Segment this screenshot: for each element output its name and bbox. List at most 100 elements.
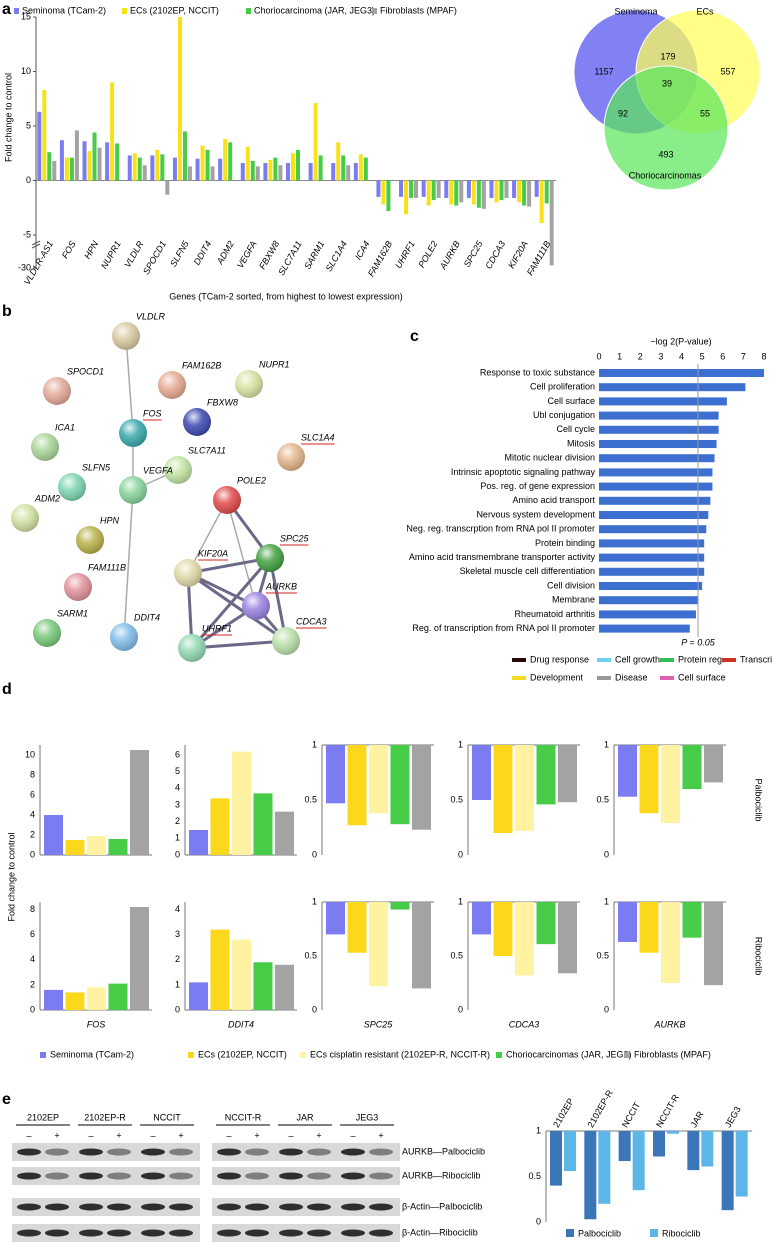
venn-count: 1157 xyxy=(594,66,613,76)
node-label: CDCA3 xyxy=(296,616,327,626)
x-tick-label: DDIT4 xyxy=(228,1019,254,1029)
bar xyxy=(110,82,115,181)
lane-group: JAR xyxy=(296,1112,314,1122)
legend-swatch xyxy=(566,1229,574,1237)
legend-swatch xyxy=(372,8,377,14)
node-shine xyxy=(158,371,186,399)
blot-strip xyxy=(212,1198,400,1216)
y-tick-label: Reg. of transcription from RNA pol II pr… xyxy=(412,623,595,633)
blot-band xyxy=(369,1203,393,1211)
bar xyxy=(412,745,431,830)
bar xyxy=(536,745,556,805)
y-axis-title: Fold change to control xyxy=(3,73,13,162)
bar xyxy=(618,1131,631,1162)
bar xyxy=(390,745,410,825)
bar xyxy=(558,902,577,974)
bar xyxy=(599,567,705,576)
legend-swatch xyxy=(496,1052,502,1058)
y-tick-label: 6 xyxy=(30,929,35,939)
blot-band xyxy=(79,1148,103,1156)
blot-strip xyxy=(12,1167,200,1185)
bar xyxy=(97,147,102,181)
node-label: HPN xyxy=(100,515,120,525)
blot-band xyxy=(107,1148,131,1156)
y-tick-label: 8 xyxy=(30,769,35,779)
node-shine xyxy=(76,526,104,554)
node-shine xyxy=(112,322,140,350)
blot-band xyxy=(169,1172,193,1180)
venn-set-label: Seminoma xyxy=(614,6,657,16)
bar xyxy=(210,929,230,1010)
blot-band xyxy=(307,1172,331,1180)
bar xyxy=(599,553,705,562)
bar xyxy=(218,158,223,181)
legend-label: Seminoma (TCam-2) xyxy=(50,1049,134,1059)
x-tick-label: JEG3 xyxy=(723,1105,743,1129)
x-tick-label: AURKB xyxy=(653,1019,685,1029)
bar xyxy=(536,902,556,945)
bar xyxy=(721,1131,734,1211)
lane-group: 2102EP xyxy=(27,1112,59,1122)
blot-band xyxy=(307,1229,331,1237)
venn-count: 55 xyxy=(700,108,710,118)
bar xyxy=(105,142,110,181)
legend-label: ECs cisplatin resistant (2102EP-R, NCCIT… xyxy=(310,1049,490,1059)
bar xyxy=(534,180,539,197)
bar xyxy=(399,180,404,197)
blot-band xyxy=(307,1203,331,1211)
bar xyxy=(44,815,63,855)
bar xyxy=(150,155,155,181)
bar xyxy=(550,1131,562,1186)
blot-band xyxy=(45,1229,69,1237)
blot-band xyxy=(217,1203,241,1211)
blot-strip xyxy=(12,1143,200,1161)
bar xyxy=(64,157,69,181)
blot-band xyxy=(107,1172,131,1180)
y-tick-label: 3 xyxy=(175,929,180,939)
bar xyxy=(44,989,63,1010)
bar xyxy=(52,160,57,181)
lane-treatment: – xyxy=(288,1130,293,1140)
bar xyxy=(489,180,494,198)
node-shine xyxy=(31,433,59,461)
bar xyxy=(390,902,410,910)
blot-band xyxy=(369,1148,393,1156)
blot-row-label: β-Actin—Palbociclib xyxy=(402,1201,482,1211)
bar xyxy=(527,180,532,207)
x-tick-label: CDCA3 xyxy=(509,1019,540,1029)
venn-set-label: Choriocarcinomas xyxy=(629,170,702,180)
blot-row-label: AURKB—Ribociclib xyxy=(402,1170,481,1180)
y-tick-label: 0 xyxy=(458,1004,463,1014)
y-tick-label: 1 xyxy=(175,833,180,843)
bar xyxy=(549,180,554,266)
bar xyxy=(599,369,764,377)
x-tick-label: JAR xyxy=(688,1109,705,1129)
bar xyxy=(255,166,260,181)
bar xyxy=(618,745,637,797)
y-tick-label: Amino acid transmembrane transporter act… xyxy=(409,552,596,562)
x-tick-label: SPC25 xyxy=(462,238,485,269)
bar xyxy=(137,157,142,181)
node-label: ADM2 xyxy=(34,493,60,503)
y-tick-label: 10 xyxy=(21,66,31,76)
y-tick-label: Ubl conjugation xyxy=(533,410,595,420)
y-tick-label: 2 xyxy=(175,816,180,826)
node-label: SLFN5 xyxy=(82,462,111,472)
x-tick-label: 2102EP xyxy=(551,1096,576,1129)
reference-label: P = 0.05 xyxy=(681,637,715,647)
bar xyxy=(735,1131,748,1197)
legend-label: Ribociclib xyxy=(662,1228,701,1238)
y-tick-label: 6 xyxy=(30,789,35,799)
x-tick-label: 4 xyxy=(679,351,684,361)
node-label: NUPR1 xyxy=(259,359,290,369)
bar xyxy=(522,180,527,206)
y-tick-label: 0.5 xyxy=(304,950,317,960)
blot-band xyxy=(341,1203,365,1211)
y-tick-label: 0 xyxy=(175,849,180,859)
bar xyxy=(346,165,351,181)
legend-swatch xyxy=(512,676,526,680)
y-tick-label: 2 xyxy=(30,979,35,989)
y-tick-label: Cell cycle xyxy=(556,424,595,434)
node-label: FAM111B xyxy=(88,562,126,572)
bar xyxy=(444,180,449,198)
